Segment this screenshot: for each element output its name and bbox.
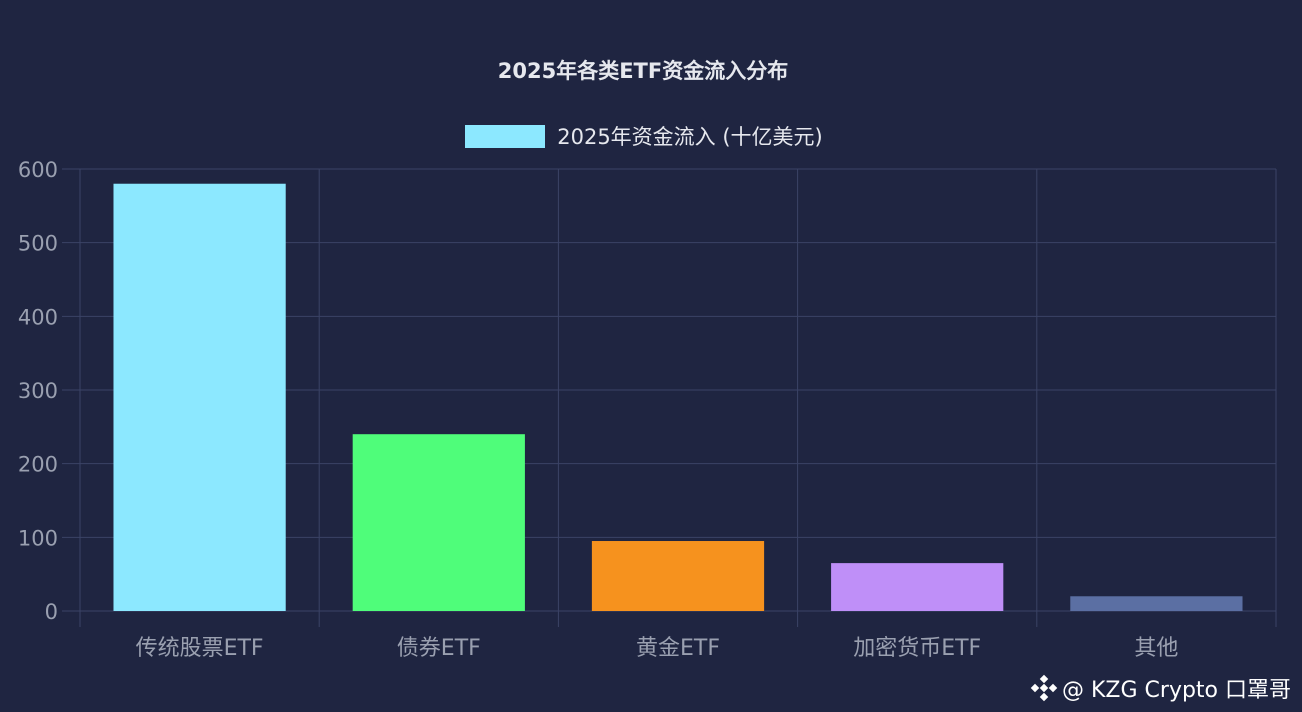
watermark-text: @ KZG Crypto 口罩哥 [1062, 678, 1292, 703]
y-axis-labels: 0 100 200 300 400 500 600 [18, 158, 58, 624]
bar-2 [591, 541, 765, 611]
binance-logo-icon [1030, 674, 1058, 702]
y-tick-label: 500 [18, 232, 58, 256]
x-tick-label: 加密货币ETF [853, 636, 981, 661]
legend-swatch [465, 124, 546, 148]
bar-0 [113, 183, 286, 611]
x-tick-label: 其他 [1134, 636, 1178, 661]
bar-3 [831, 563, 1004, 611]
bar-1 [352, 434, 525, 611]
bars-layer [113, 183, 1243, 611]
y-tick-label: 0 [45, 600, 58, 624]
x-tick-label: 债券ETF [397, 636, 481, 661]
y-tick-label: 100 [18, 526, 58, 550]
y-tick-label: 600 [18, 158, 58, 182]
x-tick-label: 传统股票ETF [136, 636, 264, 661]
y-tick-label: 400 [18, 305, 58, 329]
bar-4 [1070, 596, 1243, 611]
legend-label: 2025年资金流入 (十亿美元) [557, 125, 823, 149]
y-tick-label: 300 [18, 379, 58, 403]
watermark: @ KZG Crypto 口罩哥 [1030, 672, 1291, 704]
x-axis-labels: 传统股票ETF 债券ETF 黄金ETF 加密货币ETF 其他 [136, 636, 1179, 661]
chart-legend[interactable]: 2025年资金流入 (十亿美元) [0, 121, 1288, 151]
y-tick-label: 200 [18, 453, 58, 477]
x-tick-label: 黄金ETF [636, 636, 720, 661]
chart-title: 2025年各类ETF资金流入分布 [497, 59, 789, 83]
